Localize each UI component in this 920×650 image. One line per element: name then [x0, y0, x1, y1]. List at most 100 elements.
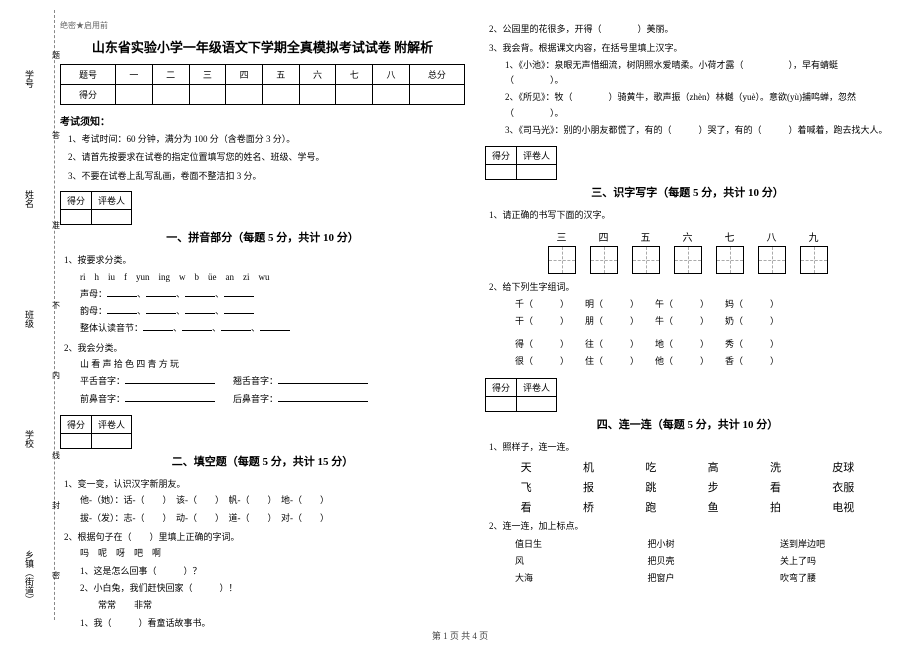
grader-person: 评卷人: [517, 147, 557, 165]
wg-cell: 千（ ）: [515, 296, 585, 313]
th-8: 八: [373, 65, 410, 85]
tianzige-box[interactable]: [632, 246, 660, 274]
score-cell[interactable]: [226, 85, 263, 105]
punct-row-1: 值日生把小树送到岸边吧: [515, 537, 860, 550]
exam-note-3: 3、不要在试卷上乱写乱画，卷面不整洁扣 3 分。: [68, 169, 465, 183]
rt-l2: 3、我会背。根据课文内容，在括号里填上汉字。: [489, 41, 890, 55]
tianzige-box[interactable]: [716, 246, 744, 274]
th-4: 四: [226, 65, 263, 85]
wg-cell: 得（ ）: [515, 336, 585, 353]
binding-field-class: 班级: [23, 310, 36, 328]
score-cell[interactable]: [409, 85, 464, 105]
s2-r2: 拔-（发）：志-（ ） 动-（ ） 道-（ ） 对-（ ）: [80, 511, 465, 526]
seal-word-nei: 内: [52, 370, 60, 381]
label-qiaoshe: 翘舌音字：: [233, 376, 278, 386]
punct-cell: 关上了吗: [780, 554, 860, 567]
punct-cell: 送到岸边吧: [780, 537, 860, 550]
wg-cell: 牛（ ）: [655, 313, 725, 330]
match-word: 看: [770, 479, 781, 495]
tianzige-box[interactable]: [758, 246, 786, 274]
s3-q2: 2、给下列生字组词。: [489, 280, 890, 294]
right-column: 2、公园里的花很多，开得（ ）美丽。 3、我会背。根据课文内容，在括号里填上汉字…: [485, 20, 890, 600]
score-cell[interactable]: [299, 85, 336, 105]
grader-score: 得分: [486, 379, 517, 397]
th-1: 一: [116, 65, 153, 85]
s1-zhengti: 整体认读音节：、、、: [80, 321, 465, 336]
char-label: 八: [758, 229, 786, 244]
s3-q1: 1、请正确的书写下面的汉字。: [489, 208, 890, 222]
wg-cell: 午（ ）: [655, 296, 725, 313]
seal-word-mi: 密: [52, 570, 60, 581]
tianzige-box[interactable]: [590, 246, 618, 274]
char-label: 三: [548, 229, 576, 244]
section-2-title: 二、填空题（每题 5 分，共计 15 分）: [60, 453, 465, 469]
exam-note-2: 2、请首先按要求在试卷的指定位置填写您的姓名、班级、学号。: [68, 150, 465, 164]
s1-letters: ri h iu f yun ing w b üe an zi wu: [80, 270, 465, 285]
grader-table-1: 得分评卷人: [60, 191, 132, 225]
th-2: 二: [152, 65, 189, 85]
match-word: 洗: [770, 459, 781, 475]
score-cell[interactable]: [336, 85, 373, 105]
rt-p2: 2、《所见》：牧（ ）骑黄牛，歌声振（zhèn）林樾（yuè）。意欲(yù)捕鸣…: [505, 90, 890, 121]
grader-blank[interactable]: [517, 397, 557, 412]
grader-blank[interactable]: [517, 165, 557, 180]
char-label: 七: [716, 229, 744, 244]
tianzige-box[interactable]: [800, 246, 828, 274]
secret-label: 绝密★启用前: [60, 20, 465, 31]
grader-blank[interactable]: [486, 397, 517, 412]
s1-row-b: 前鼻音字： 后鼻音字：: [80, 392, 465, 407]
grader-blank[interactable]: [486, 165, 517, 180]
s4-q1: 1、照样子，连一连。: [489, 440, 890, 454]
exam-page: 乡镇（街道） 学校 班级 姓名 学号 密 封 线 内 不 准 答 题 绝密★启用…: [0, 0, 920, 650]
rt-l1: 2、公园里的花很多，开得（ ）美丽。: [489, 22, 890, 37]
s2-s3: 2、小白兔，我们赶快回家（ ）！: [80, 581, 465, 596]
grader-blank[interactable]: [92, 434, 132, 449]
label-zhengti: 整体认读音节：: [80, 323, 143, 333]
rt-p3: 3、《司马光》：别的小朋友都慌了，有的（ ）哭了，有的（ ）着喊着，跑去找大人。: [505, 123, 890, 138]
char-label: 四: [590, 229, 618, 244]
wg-cell: 干（ ）: [515, 313, 585, 330]
label-houbi: 后鼻音字：: [233, 394, 278, 404]
match-word: 机: [583, 459, 594, 475]
grader-table-4: 得分评卷人: [485, 378, 557, 412]
grader-score: 得分: [61, 192, 92, 210]
score-cell[interactable]: [373, 85, 410, 105]
grader-blank[interactable]: [92, 210, 132, 225]
seal-word-feng: 封: [52, 500, 60, 511]
wg-cell: 他（ ）: [655, 353, 725, 370]
score-value-row: 得分: [61, 85, 465, 105]
s4-q2: 2、连一连，加上标点。: [489, 519, 890, 533]
th-9: 总分: [409, 65, 464, 85]
char-col: 七: [716, 229, 744, 274]
char-col: 八: [758, 229, 786, 274]
grader-blank[interactable]: [61, 434, 92, 449]
score-cell[interactable]: [152, 85, 189, 105]
match-word: 跳: [645, 479, 656, 495]
tianzige-box[interactable]: [674, 246, 702, 274]
score-cell[interactable]: [262, 85, 299, 105]
tianzige-box[interactable]: [548, 246, 576, 274]
s1-chars: 山 看 声 拾 色 四 青 方 玩: [80, 357, 465, 372]
wg-cell: 朋（ ）: [585, 313, 655, 330]
score-cell[interactable]: [116, 85, 153, 105]
wg-cell: 往（ ）: [585, 336, 655, 353]
seal-word-bu: 不: [52, 300, 60, 311]
grader-blank[interactable]: [61, 210, 92, 225]
grader-person: 评卷人: [517, 379, 557, 397]
punct-cell: 风: [515, 554, 595, 567]
match-word: 飞: [521, 479, 532, 495]
th-0: 题号: [61, 65, 116, 85]
exam-notes-heading: 考试须知：: [60, 113, 465, 128]
wg-cell: 秀（ ）: [725, 336, 795, 353]
char-label: 五: [632, 229, 660, 244]
seal-word-da: 答: [52, 130, 60, 141]
section-3-title: 三、识字写字（每题 5 分，共计 10 分）: [485, 184, 890, 200]
wg-cell: 住（ ）: [585, 353, 655, 370]
match-word: 电视: [832, 499, 854, 515]
s2-s1: 吗 呢 呀 吧 啊: [80, 546, 465, 561]
char-col: 五: [632, 229, 660, 274]
score-cell[interactable]: [189, 85, 226, 105]
punct-cell: 把窗户: [648, 571, 728, 584]
wg-cell: 地（ ）: [655, 336, 725, 353]
punct-cell: 把小树: [648, 537, 728, 550]
